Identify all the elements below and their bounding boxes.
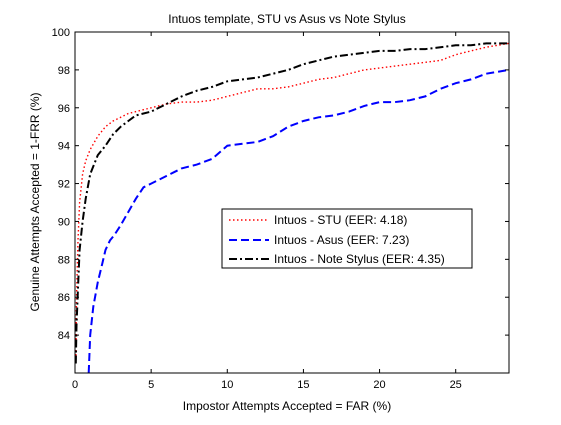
x-axis-label: Impostor Attempts Accepted = FAR (%) [183,399,391,413]
y-tick-label: 96 [58,103,70,115]
plot-frame [74,31,510,374]
series-line-1 [87,68,509,373]
y-tick-label: 84 [58,330,70,342]
x-tick-label: 10 [221,379,233,391]
y-tick-label: 94 [58,141,70,153]
y-tick-label: 100 [52,27,70,39]
ticks-layer: 0 5 10 15 20 25 84 86 88 90 92 94 96 98 100 [52,27,509,391]
legend: Intuos - STU (EER: 4.18) Intuos - Asus (… [221,208,473,269]
legend-label-asus: Intuos - Asus (EER: 7.23) [274,233,409,247]
y-tick-label: 90 [58,216,70,228]
x-tick-label: 5 [148,379,154,391]
x-tick-label: 25 [450,379,462,391]
chart-title: Intuos template, STU vs Asus vs Note Sty… [168,12,405,26]
x-tick-label: 0 [72,379,78,391]
legend-label-stu: Intuos - STU (EER: 4.18) [274,213,407,227]
x-tick-label: 15 [297,379,309,391]
y-axis-label: Genuine Attempts Accepted = 1-FRR (%) [28,92,42,311]
y-tick-label: 88 [58,254,70,266]
y-tick-label: 92 [58,179,70,191]
x-tick-label: 20 [373,379,385,391]
y-tick-label: 86 [58,292,70,304]
series-layer [75,42,509,373]
series-line-0 [75,42,509,364]
series-line-2 [75,42,509,364]
legend-label-note-stylus: Intuos - Note Stylus (EER: 4.35) [274,252,445,266]
y-tick-label: 98 [58,65,70,77]
